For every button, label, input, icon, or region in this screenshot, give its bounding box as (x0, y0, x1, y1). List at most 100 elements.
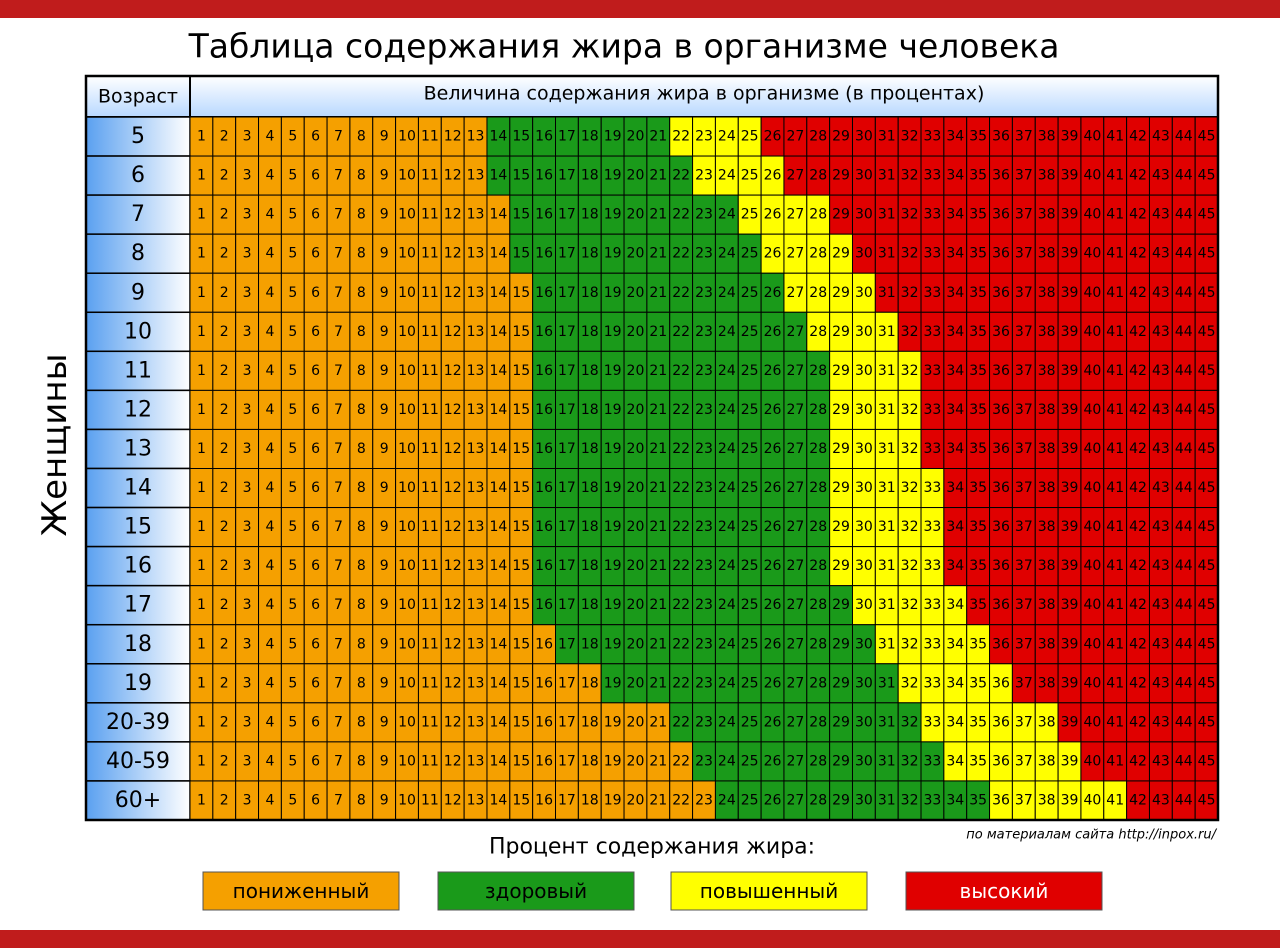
cell-value: 18 (581, 363, 599, 379)
cell-value: 16 (535, 597, 553, 613)
cell-value: 14 (489, 714, 507, 730)
cell-value: 23 (695, 480, 713, 496)
cell-value: 45 (1198, 441, 1216, 457)
cell-value: 28 (809, 207, 827, 223)
cell-value: 11 (421, 558, 439, 574)
cell-value: 33 (924, 597, 942, 613)
cell-value: 22 (672, 675, 690, 691)
cell-value: 39 (1061, 714, 1079, 730)
cell-value: 20 (627, 168, 645, 184)
cell-value: 43 (1152, 285, 1170, 301)
cell-value: 5 (288, 441, 297, 457)
cell-value: 23 (695, 558, 713, 574)
cell-value: 14 (489, 129, 507, 145)
cell-value: 12 (444, 519, 462, 535)
cell-value: 9 (380, 597, 389, 613)
cell-value: 37 (1015, 402, 1033, 418)
cell-value: 37 (1015, 792, 1033, 808)
cell-value: 27 (786, 753, 804, 769)
cell-value: 30 (855, 519, 873, 535)
cell-value: 13 (467, 402, 485, 418)
cell-value: 33 (924, 480, 942, 496)
cell-value: 41 (1106, 753, 1124, 769)
cell-value: 5 (288, 285, 297, 301)
cell-value: 9 (380, 168, 389, 184)
cell-value: 4 (265, 792, 274, 808)
cell-value: 22 (672, 519, 690, 535)
cell-value: 18 (581, 285, 599, 301)
cell-value: 42 (1129, 714, 1147, 730)
cell-value: 16 (535, 324, 553, 340)
cell-value: 45 (1198, 753, 1216, 769)
cell-value: 1 (197, 207, 206, 223)
age-cell (85, 506, 191, 548)
cell-value: 2 (220, 324, 229, 340)
cell-value: 35 (969, 753, 987, 769)
cell-value: 9 (380, 363, 389, 379)
cell-value: 19 (604, 168, 622, 184)
cell-value: 45 (1198, 207, 1216, 223)
cell-value: 39 (1061, 636, 1079, 652)
cell-value: 9 (380, 402, 389, 418)
cell-value: 18 (581, 441, 599, 457)
value-header-cell (189, 75, 1219, 118)
cell-value: 12 (444, 714, 462, 730)
cell-value: 16 (535, 675, 553, 691)
cell-value: 27 (786, 597, 804, 613)
cell-value: 7 (334, 246, 343, 262)
cell-value: 39 (1061, 480, 1079, 496)
cell-value: 7 (334, 441, 343, 457)
cell-value: 18 (581, 714, 599, 730)
cell-value: 9 (380, 714, 389, 730)
cell-value: 17 (558, 363, 576, 379)
cell-value: 25 (741, 597, 759, 613)
cell-value: 30 (855, 675, 873, 691)
cell-value: 41 (1106, 792, 1124, 808)
cell-value: 28 (809, 636, 827, 652)
cell-value: 21 (649, 246, 667, 262)
cell-value: 30 (855, 402, 873, 418)
cell-value: 22 (672, 402, 690, 418)
cell-value: 30 (855, 207, 873, 223)
cell-value: 42 (1129, 129, 1147, 145)
cell-value: 15 (512, 324, 530, 340)
cell-value: 45 (1198, 480, 1216, 496)
cell-value: 38 (1038, 714, 1056, 730)
cell-value: 19 (604, 480, 622, 496)
cell-value: 37 (1015, 285, 1033, 301)
cell-value: 8 (357, 792, 366, 808)
cell-value: 25 (741, 363, 759, 379)
cell-value: 32 (901, 168, 919, 184)
age: 5 (131, 124, 145, 149)
cell-value: 32 (901, 324, 919, 340)
cell-value: 44 (1175, 402, 1193, 418)
cell-value: 1 (197, 246, 206, 262)
cell-value: 2 (220, 714, 229, 730)
cell-value: 20 (627, 558, 645, 574)
cell-value: 12 (444, 168, 462, 184)
cell-value: 18 (581, 636, 599, 652)
cell-value: 2 (220, 675, 229, 691)
cell-value: 25 (741, 207, 759, 223)
cell-value: 9 (380, 636, 389, 652)
cell-value: 34 (946, 675, 964, 691)
cell-value: 19 (604, 246, 622, 262)
cell-value: 2 (220, 753, 229, 769)
cell-value: 6 (311, 792, 320, 808)
cell-value: 28 (809, 714, 827, 730)
cell-value: 43 (1152, 363, 1170, 379)
cell-value: 44 (1175, 792, 1193, 808)
cell-value: 20 (627, 246, 645, 262)
cell-value: 43 (1152, 129, 1170, 145)
cell-value: 45 (1198, 246, 1216, 262)
cell-value: 5 (288, 246, 297, 262)
cell-value: 37 (1015, 207, 1033, 223)
cell-value: 14 (489, 675, 507, 691)
cell-value: 10 (398, 207, 416, 223)
cell-value: 26 (764, 597, 782, 613)
cell-value: 44 (1175, 597, 1193, 613)
cell-value: 19 (604, 558, 622, 574)
cell-value: 5 (288, 480, 297, 496)
cell-value: 2 (220, 519, 229, 535)
cell-value: 18 (581, 324, 599, 340)
